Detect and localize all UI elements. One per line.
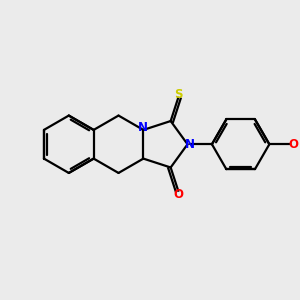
Text: O: O	[289, 138, 299, 151]
Text: N: N	[138, 121, 148, 134]
Text: S: S	[174, 88, 182, 101]
Text: N: N	[185, 138, 195, 151]
Text: O: O	[173, 188, 183, 201]
